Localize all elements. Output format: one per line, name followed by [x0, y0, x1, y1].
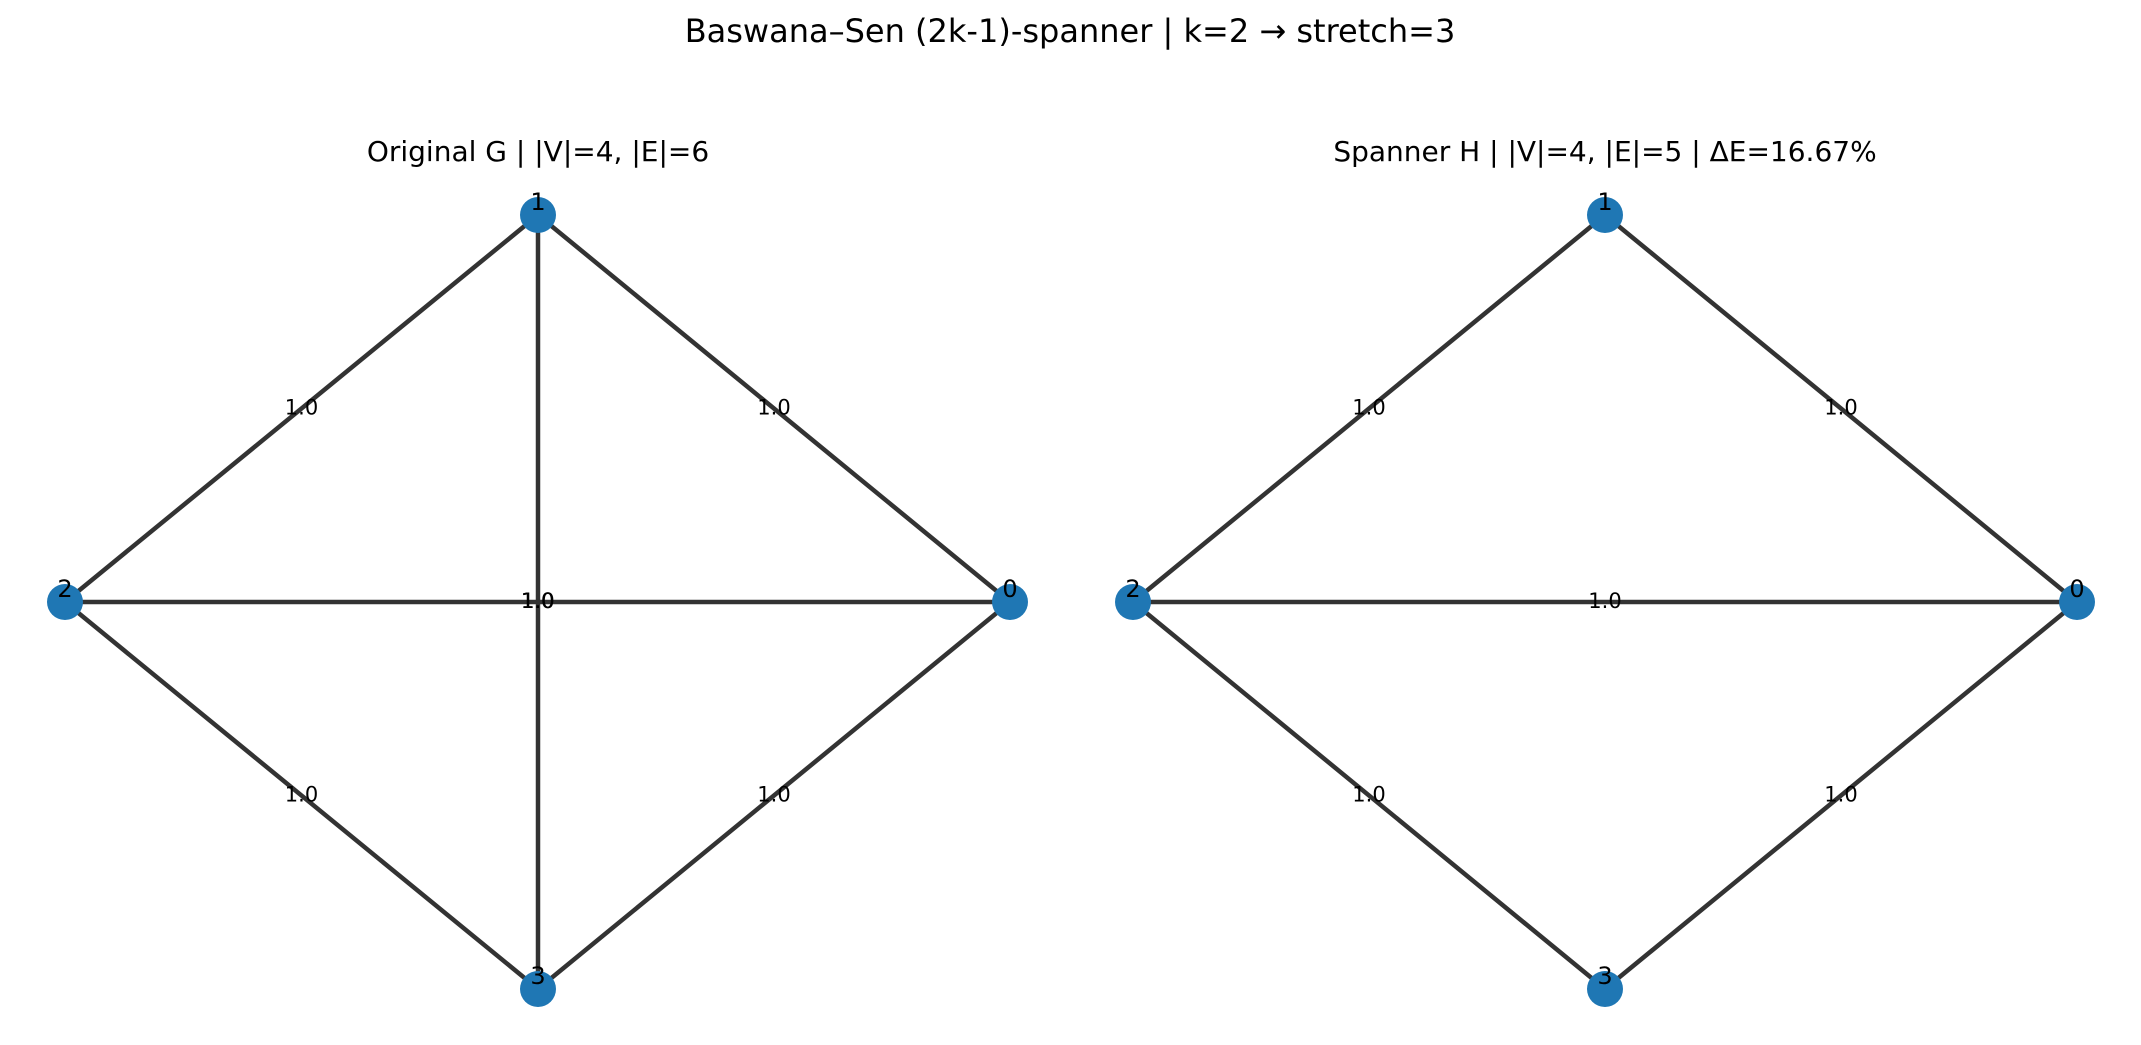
edge-weight-label: 1.0 [1352, 396, 1385, 420]
edge-weight-label: 1.0 [757, 396, 790, 420]
edge-labels-original: 1.01.01.01.01.0 1.0 [285, 396, 791, 807]
edge-1-0 [535, 212, 1013, 605]
node-label: 1 [1597, 188, 1612, 216]
edge-weight-label: 1.0 [285, 396, 318, 420]
edge-weight-label: 1.0 [1824, 396, 1857, 420]
edges-spanner [1130, 212, 2080, 992]
panel-spanner: Spanner H | |V|=4, |E|=5 | ΔE=16.67% 1.0… [1115, 135, 2095, 1007]
edge-weight-label: 1.0 [521, 589, 554, 613]
node-label: 0 [2069, 575, 2084, 603]
edge-weight-label: 1.0 [285, 783, 318, 807]
node-label: 3 [530, 962, 545, 990]
panel-title-original: Original G | |V|=4, |E|=6 [367, 135, 709, 168]
node-label: 2 [1125, 575, 1140, 603]
edge-3-0 [535, 599, 1013, 992]
edge-2-3 [1130, 599, 1608, 992]
node-1 [520, 197, 556, 233]
nodes-original: 0 1 2 3 [47, 188, 1028, 1007]
node-2 [1115, 584, 1151, 620]
edge-1-2 [62, 212, 541, 605]
panel-title-spanner: Spanner H | |V|=4, |E|=5 | ΔE=16.67% [1333, 135, 1876, 168]
node-label: 2 [57, 575, 72, 603]
node-3 [520, 971, 556, 1007]
node-label: 1 [530, 188, 545, 216]
edge-1-0 [1602, 212, 2080, 605]
edge-weight-label: 1.0 [1352, 783, 1385, 807]
edge-labels-spanner: 1.0 1.0 1.0 1.0 1.0 [1352, 396, 1857, 807]
node-2 [47, 584, 83, 620]
edge-2-3 [62, 599, 541, 992]
edge-3-0 [1602, 599, 2080, 992]
edges-original [62, 212, 1013, 992]
edge-weight-label: 1.0 [521, 589, 554, 613]
nodes-spanner: 0 1 2 3 [1115, 188, 2095, 1007]
panel-original: Original G | |V|=4, |E|=6 1.0 1.0 1.0 1.0 1.… [47, 135, 1028, 1007]
node-0 [992, 584, 1028, 620]
node-1 [1587, 197, 1623, 233]
figure-title: Baswana–Sen (2k-1)-spanner | k=2 → stret… [685, 12, 1456, 50]
node-label: 0 [1002, 575, 1017, 603]
edge-1-2 [1130, 212, 1608, 605]
edge-weight-label: 1.0 [757, 783, 790, 807]
node-0 [2059, 584, 2095, 620]
edge-weight-label: 1.0 [1588, 589, 1621, 613]
edge-weight-label: 1.0 [1824, 783, 1857, 807]
node-label: 3 [1597, 962, 1612, 990]
node-3 [1587, 971, 1623, 1007]
